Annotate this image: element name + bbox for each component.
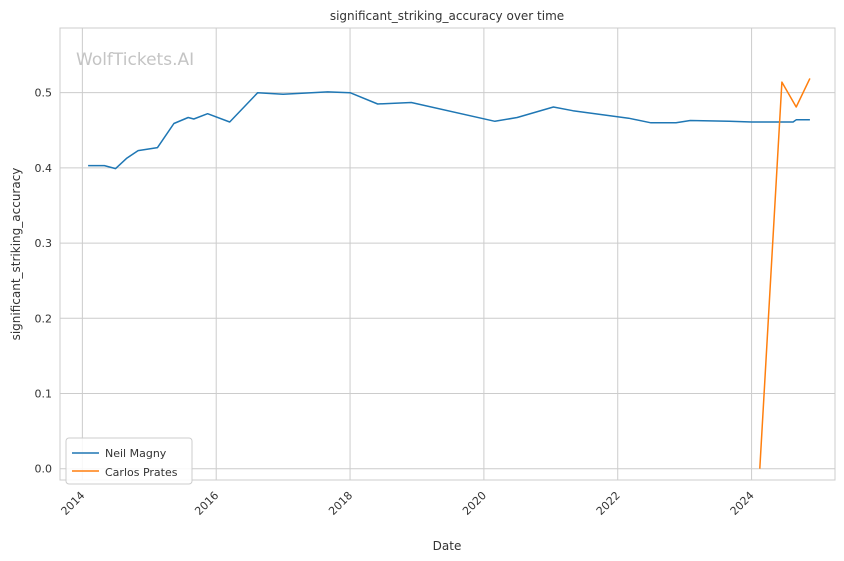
y-tick-label: 0.5 [35, 87, 53, 100]
legend: Neil Magny Carlos Prates [65, 437, 193, 485]
legend-box [65, 437, 193, 485]
y-tick-label: 0.2 [35, 312, 53, 325]
y-tick-label: 0.1 [35, 388, 53, 401]
x-tick-label: 2016 [192, 489, 221, 518]
series-layer [88, 78, 811, 469]
x-tick-label: 2024 [728, 489, 757, 518]
legend-label-carlos-prates: Carlos Prates [105, 466, 178, 479]
y-tick-labels: 0.0 0.1 0.2 0.3 0.4 0.5 [35, 87, 53, 476]
plot-area [59, 27, 836, 481]
x-tick-label: 2020 [460, 489, 489, 518]
x-tick-labels: 2014 2016 2018 2020 2022 2024 [58, 489, 756, 518]
y-tick-label: 0.0 [35, 463, 53, 476]
x-tick-label: 2014 [58, 489, 87, 518]
y-tick-label: 0.4 [35, 162, 53, 175]
y-axis-label: significant_striking_accuracy [9, 168, 23, 341]
series-line-carlos-prates [759, 78, 811, 469]
x-tick-label: 2018 [326, 489, 355, 518]
legend-label-neil-magny: Neil Magny [105, 447, 167, 460]
x-tick-label: 2022 [594, 489, 623, 518]
chart-title: significant_striking_accuracy over time [330, 9, 564, 23]
series-line-neil-magny [88, 91, 810, 170]
watermark: WolfTickets.AI [76, 50, 194, 70]
x-axis-label: Date [433, 539, 462, 553]
y-tick-label: 0.3 [35, 237, 53, 250]
grid [60, 28, 835, 480]
